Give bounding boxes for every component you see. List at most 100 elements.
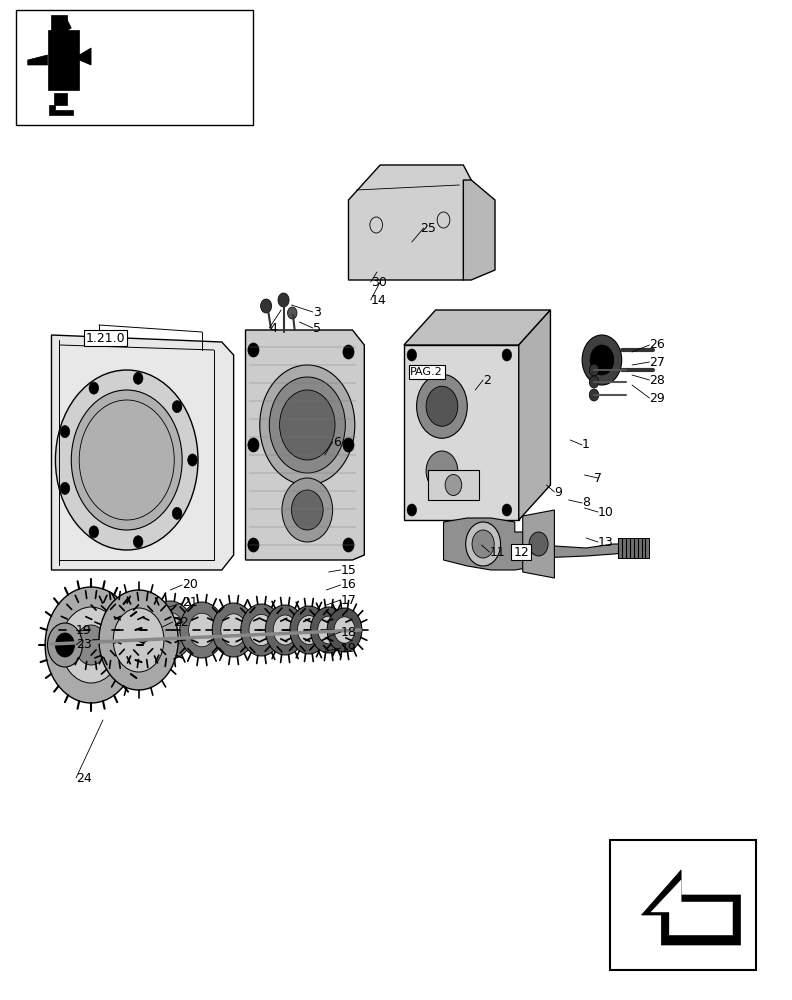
Text: 16: 16 — [341, 578, 356, 591]
Circle shape — [55, 370, 198, 550]
Polygon shape — [618, 538, 649, 558]
Circle shape — [249, 614, 274, 646]
Circle shape — [334, 617, 355, 643]
Circle shape — [445, 475, 462, 495]
Circle shape — [589, 376, 599, 388]
Text: 17: 17 — [341, 593, 356, 606]
Circle shape — [71, 390, 182, 530]
Text: 10: 10 — [598, 506, 614, 518]
Circle shape — [76, 611, 106, 649]
Circle shape — [280, 390, 335, 460]
Circle shape — [66, 598, 116, 662]
Text: 28: 28 — [649, 373, 665, 386]
Text: 19: 19 — [76, 624, 92, 637]
Circle shape — [343, 345, 354, 359]
Polygon shape — [59, 20, 71, 32]
Circle shape — [133, 372, 143, 384]
Circle shape — [407, 504, 417, 516]
Text: 1.21.0: 1.21.0 — [86, 332, 125, 344]
Text: 2: 2 — [483, 373, 491, 386]
Polygon shape — [79, 48, 91, 65]
Circle shape — [343, 438, 354, 452]
Bar — [428, 470, 479, 500]
Circle shape — [133, 536, 143, 548]
Text: 25: 25 — [420, 222, 436, 234]
Circle shape — [113, 608, 164, 672]
Text: 9: 9 — [554, 486, 562, 498]
Text: 23: 23 — [76, 639, 92, 652]
Polygon shape — [463, 180, 495, 280]
Circle shape — [426, 451, 458, 491]
Bar — [610, 840, 756, 970]
Circle shape — [472, 530, 494, 558]
Circle shape — [282, 478, 333, 542]
Text: 11: 11 — [489, 546, 505, 558]
Circle shape — [426, 386, 458, 426]
Circle shape — [147, 601, 193, 659]
Circle shape — [89, 526, 98, 538]
Text: 30: 30 — [371, 275, 386, 288]
Circle shape — [318, 616, 340, 644]
Text: 6: 6 — [333, 436, 341, 448]
Polygon shape — [54, 93, 67, 105]
Circle shape — [582, 335, 622, 385]
Text: 5: 5 — [313, 322, 321, 334]
Circle shape — [241, 604, 282, 656]
Text: 24: 24 — [76, 772, 92, 784]
Circle shape — [261, 299, 272, 313]
Circle shape — [529, 532, 548, 556]
Circle shape — [173, 401, 182, 413]
Circle shape — [75, 625, 107, 665]
Polygon shape — [444, 518, 634, 570]
Circle shape — [589, 389, 599, 401]
Circle shape — [212, 603, 255, 657]
Circle shape — [343, 538, 354, 552]
Circle shape — [119, 600, 166, 660]
Circle shape — [248, 343, 259, 357]
Circle shape — [60, 426, 70, 438]
Circle shape — [48, 623, 82, 667]
Text: 3: 3 — [313, 306, 321, 318]
Circle shape — [310, 607, 347, 653]
Text: 8: 8 — [582, 496, 590, 510]
Text: 1: 1 — [582, 438, 590, 452]
Text: 4: 4 — [269, 322, 277, 334]
Polygon shape — [642, 870, 741, 945]
Polygon shape — [348, 165, 471, 280]
Circle shape — [502, 504, 512, 516]
Circle shape — [60, 482, 70, 494]
Polygon shape — [404, 310, 550, 345]
Text: 15: 15 — [341, 564, 356, 576]
Polygon shape — [51, 15, 67, 30]
Circle shape — [273, 615, 297, 645]
Polygon shape — [519, 310, 550, 520]
Circle shape — [55, 633, 74, 657]
Text: 22: 22 — [173, 615, 188, 629]
Polygon shape — [48, 30, 79, 90]
Circle shape — [260, 365, 355, 485]
Circle shape — [89, 382, 99, 394]
Polygon shape — [28, 55, 48, 65]
Polygon shape — [651, 880, 733, 935]
Circle shape — [298, 616, 320, 644]
Polygon shape — [49, 105, 73, 115]
Text: 29: 29 — [649, 391, 665, 404]
Text: 18: 18 — [341, 626, 356, 639]
Circle shape — [157, 613, 184, 647]
Circle shape — [265, 605, 305, 655]
Circle shape — [128, 612, 157, 648]
Circle shape — [221, 614, 246, 646]
Bar — [16, 10, 253, 125]
Circle shape — [407, 349, 417, 361]
Text: 14: 14 — [371, 294, 386, 306]
Text: 20: 20 — [182, 578, 198, 591]
Circle shape — [466, 522, 501, 566]
Circle shape — [589, 364, 599, 376]
Text: PAG.2: PAG.2 — [410, 367, 443, 377]
Circle shape — [90, 599, 139, 661]
Text: PAG.2: PAG.2 — [410, 365, 447, 378]
Text: 26: 26 — [649, 338, 665, 352]
Circle shape — [291, 490, 323, 530]
Circle shape — [327, 608, 362, 652]
Circle shape — [290, 606, 328, 654]
